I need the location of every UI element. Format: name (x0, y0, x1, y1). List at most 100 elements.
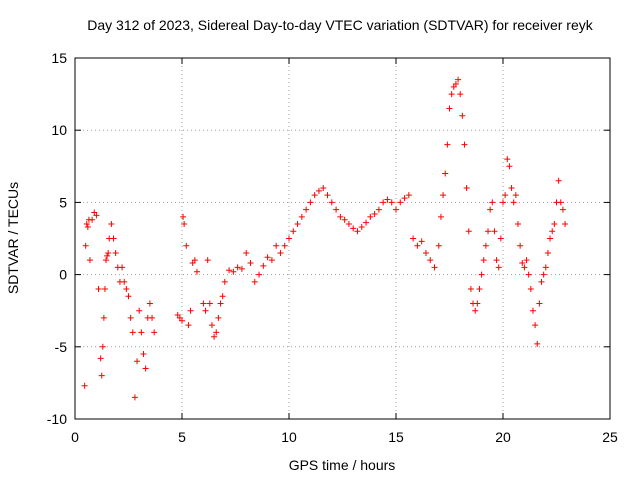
data-point-0-72 (268, 257, 275, 264)
data-point-0-131 (478, 271, 485, 278)
data-point-0-112 (437, 213, 444, 220)
y-tick-label-5: 15 (51, 50, 67, 66)
data-point-0-30 (131, 394, 138, 401)
x-axis-label: GPS time / hours (289, 457, 396, 473)
data-point-0-141 (500, 199, 506, 206)
data-point-0-52 (202, 307, 209, 314)
data-point-0-135 (487, 206, 494, 213)
data-point-0-21 (112, 249, 119, 256)
data-point-0-39 (151, 329, 158, 336)
data-point-0-69 (256, 271, 263, 278)
data-point-0-55 (208, 322, 215, 329)
data-point-0-59 (217, 300, 224, 307)
data-point-0-27 (125, 293, 132, 300)
data-point-0-124 (463, 184, 470, 191)
data-point-0-154 (527, 286, 534, 293)
data-point-0-65 (238, 265, 245, 272)
data-point-0-169 (559, 206, 566, 213)
data-point-0-49 (191, 257, 198, 264)
data-point-0-85 (324, 192, 331, 199)
data-point-0-70 (260, 262, 267, 269)
y-tick-label-0: -10 (47, 411, 67, 427)
data-point-0-79 (298, 213, 305, 220)
data-point-0-128 (472, 307, 479, 314)
data-point-0-87 (333, 206, 340, 213)
data-point-0-58 (215, 314, 222, 321)
data-point-0-134 (485, 228, 492, 235)
x-tick-label-1: 5 (178, 429, 186, 445)
x-tick-label-2: 10 (281, 429, 297, 445)
x-tick-label-5: 25 (602, 429, 618, 445)
axis-ticks: 0 5 10 15 20 25 -10 -5 0 5 10 15 (47, 50, 618, 445)
data-point-0-111 (435, 242, 442, 249)
data-point-0-120 (455, 76, 462, 83)
data-point-0-38 (149, 314, 156, 321)
x-tick-label-4: 20 (495, 429, 511, 445)
data-point-0-122 (459, 112, 466, 119)
data-point-0-170 (562, 221, 569, 228)
data-point-0-2 (83, 221, 90, 228)
data-point-0-10 (97, 355, 104, 362)
y-tick-label-4: 10 (51, 122, 67, 138)
data-point-0-149 (517, 242, 524, 249)
data-point-0-90 (345, 221, 352, 228)
data-point-0-61 (221, 278, 228, 285)
data-point-0-74 (277, 249, 284, 256)
data-point-0-115 (444, 141, 451, 148)
data-point-0-11 (98, 372, 105, 379)
data-point-0-158 (536, 300, 543, 307)
data-point-0-168 (557, 199, 564, 206)
data-point-0-80 (303, 206, 310, 213)
data-point-0-138 (493, 257, 500, 264)
data-point-0-28 (127, 314, 134, 321)
data-point-0-83 (315, 187, 322, 194)
data-point-0-153 (525, 271, 532, 278)
data-point-0-156 (532, 322, 539, 329)
data-point-0-163 (547, 235, 554, 242)
data-point-0-53 (204, 257, 211, 264)
data-point-0-50 (193, 268, 200, 275)
data-point-0-123 (461, 141, 468, 148)
data-point-0-42 (179, 317, 185, 324)
data-point-0-47 (187, 307, 194, 314)
data-point-0-95 (367, 213, 374, 220)
data-point-0-8 (93, 212, 100, 219)
chart-title: Day 312 of 2023, Sidereal Day-to-day VTE… (87, 17, 593, 33)
data-point-0-140 (497, 235, 504, 242)
data-point-0-9 (95, 286, 102, 293)
data-point-0-76 (286, 235, 292, 242)
data-point-0-147 (512, 192, 519, 199)
data-point-0-117 (448, 91, 455, 98)
data-point-0-160 (540, 271, 547, 278)
data-point-0-148 (514, 221, 521, 228)
data-point-0-144 (506, 163, 513, 170)
data-point-0-64 (234, 264, 241, 271)
data-point-0-150 (519, 260, 526, 267)
data-point-0-132 (480, 257, 487, 264)
data-point-0-19 (108, 221, 115, 228)
data-point-0-102 (397, 199, 404, 206)
data-point-0-167 (555, 177, 562, 184)
y-tick-label-3: 5 (59, 194, 67, 210)
data-series-sdtvar (81, 76, 569, 401)
data-point-0-33 (138, 329, 145, 336)
data-point-0-54 (206, 300, 213, 307)
data-point-0-103 (401, 195, 408, 202)
data-point-0-0 (81, 382, 88, 389)
y-tick-label-2: 0 (59, 267, 67, 283)
data-point-0-94 (363, 219, 370, 226)
data-point-0-110 (431, 264, 438, 271)
data-point-0-88 (337, 213, 344, 220)
data-point-0-82 (311, 192, 318, 199)
data-point-0-56 (211, 333, 218, 340)
data-point-0-77 (290, 228, 297, 235)
data-point-0-26 (123, 286, 130, 293)
data-point-0-20 (110, 235, 117, 242)
data-point-0-13 (100, 314, 107, 321)
data-point-0-5 (86, 257, 93, 264)
data-point-0-78 (294, 221, 301, 228)
data-point-0-32 (136, 307, 143, 314)
data-point-0-130 (476, 286, 483, 293)
data-point-0-104 (405, 192, 412, 199)
